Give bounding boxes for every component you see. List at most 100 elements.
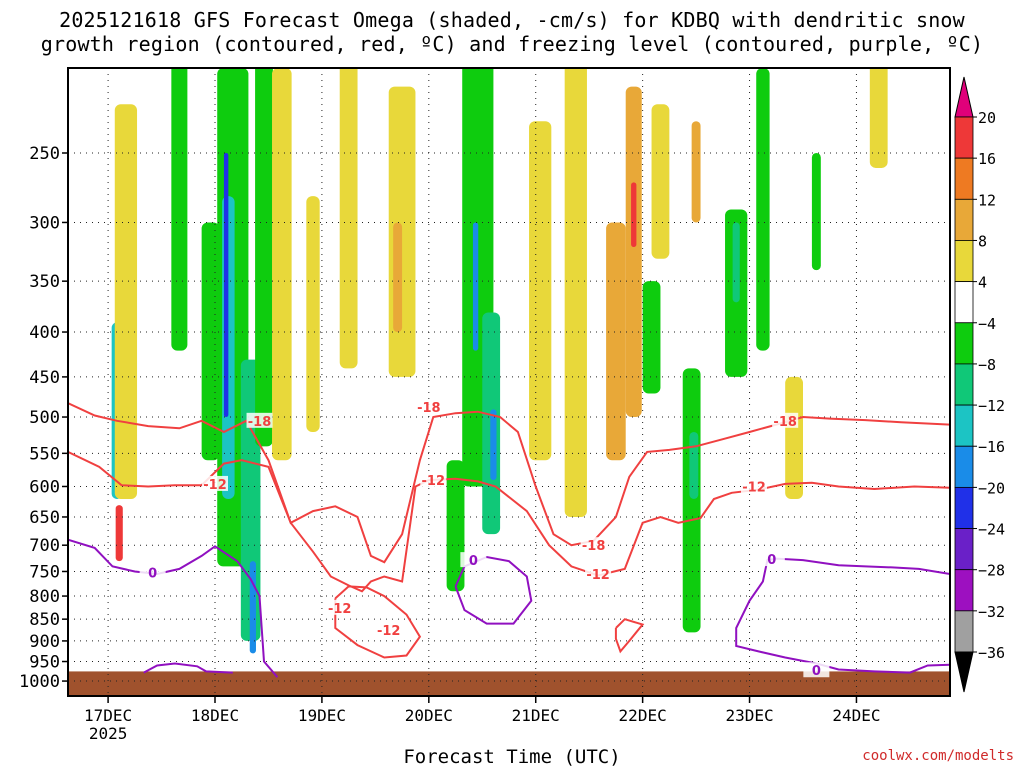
colorbar-label-12: 12 — [978, 191, 996, 209]
colorbar-bin-8 — [954, 445, 974, 488]
colorbar-label-8: 8 — [978, 232, 987, 250]
y-tick-label-450: 450 — [29, 368, 60, 388]
colorbar-bin-2 — [954, 198, 974, 241]
y-tick-label-500: 500 — [29, 408, 60, 428]
contour-label-6-0: 0 — [767, 553, 776, 568]
colorbar-label--4: −4 — [978, 315, 996, 333]
omega-region-13 — [306, 196, 320, 432]
x-tick-label-18DEC: 18DEC — [191, 706, 239, 725]
plot-area: -18 -18 -18 -18 -12 -12 -12 -12 -12 -12 0 0 0 0 — [68, 68, 950, 696]
omega-region-19 — [472, 222, 479, 351]
omega-region-21 — [490, 409, 497, 481]
omega-region-23 — [564, 68, 587, 517]
contour-label-bg-0-2 — [580, 537, 607, 553]
omega-region-27 — [642, 281, 661, 394]
contour-7 — [143, 662, 233, 674]
contour-label-bg-1-2 — [585, 566, 612, 582]
contour-label-6-1: 0 — [812, 664, 821, 679]
y-tick-label-850: 850 — [29, 610, 60, 630]
y-tick-label-950: 950 — [29, 653, 60, 673]
omega-region-11 — [255, 68, 273, 447]
contour-label-bg-1-0 — [202, 475, 228, 491]
y-tick-label-550: 550 — [29, 444, 60, 464]
contour-label-bg-5-0 — [460, 552, 487, 568]
contour-2 — [334, 585, 422, 659]
omega-region-28 — [651, 104, 670, 259]
contour-label-0-2: -18 — [582, 539, 606, 554]
y-tick-label-750: 750 — [29, 562, 60, 582]
omega-region-26 — [631, 182, 637, 248]
colorbar-label-16: 16 — [978, 150, 996, 168]
terrain-fill — [68, 671, 950, 696]
contour-label-2-0: -12 — [328, 602, 352, 617]
omega-region-8 — [223, 152, 229, 418]
contour-label-0-3: -18 — [773, 415, 797, 430]
contour-label-5-0: 0 — [469, 554, 478, 569]
colorbar-label--20: −20 — [978, 479, 1005, 497]
omega-region-4 — [171, 68, 188, 351]
colorbar-label--36: −36 — [978, 644, 1005, 662]
y-tick-label-400: 400 — [29, 323, 60, 343]
colorbar-bin-3 — [954, 240, 974, 283]
omega-region-30 — [689, 431, 699, 499]
colorbar-label-4: 4 — [978, 274, 987, 292]
contour-label-bg-4-0 — [139, 564, 166, 580]
omega-region-1 — [115, 505, 123, 562]
contour-3 — [614, 618, 645, 654]
colorbar-label-20: 20 — [978, 109, 996, 127]
colorbar: 20 16 12 8 4 −4 −8 −12 −16 −20 −24 −28 −32 −36 — [954, 76, 1005, 693]
y-tick-label-250: 250 — [29, 144, 60, 164]
colorbar-top-arrow — [954, 76, 974, 118]
contour-label-2-1: -12 — [377, 624, 401, 639]
x-tick-label-23DEC: 23DEC — [725, 706, 773, 725]
omega-region-5 — [201, 222, 220, 461]
colorbar-bin-4 — [954, 281, 974, 324]
omega-region-31 — [691, 121, 701, 223]
y-tick-label-600: 600 — [29, 477, 60, 497]
omega-region-24 — [606, 222, 626, 461]
omega-region-33 — [732, 222, 740, 303]
omega-region-12 — [272, 68, 292, 461]
colorbar-label--8: −8 — [978, 356, 996, 374]
colorbar-bottom-arrow — [954, 651, 974, 693]
colorbar-bin-7 — [954, 404, 974, 447]
omega-region-36 — [811, 152, 821, 271]
contour-label-1-2: -12 — [586, 568, 610, 583]
contour-label-0-1: -18 — [417, 401, 441, 416]
y-tick-label-800: 800 — [29, 587, 60, 607]
contour-label-1-1: -12 — [422, 474, 446, 489]
contour-label-bg-2-0 — [326, 599, 353, 615]
contour-label-bg-6-0 — [758, 551, 785, 567]
y-tick-label-650: 650 — [29, 508, 60, 528]
x-tick-label-21DEC: 21DEC — [512, 706, 560, 725]
omega-region-14 — [339, 68, 358, 369]
contour-label-bg-2-1 — [375, 622, 402, 638]
x-tick-label-19DEC: 19DEC — [298, 706, 346, 725]
colorbar-bin-11 — [954, 569, 974, 612]
x-tick-label-20DEC: 20DEC — [405, 706, 453, 725]
y-tick-label-1000: 1000 — [19, 672, 60, 692]
omega-region-16 — [393, 222, 403, 333]
omega-region-29 — [682, 368, 701, 633]
x-tick-label-17DEC: 17DEC — [84, 706, 132, 725]
y-tick-label-300: 300 — [29, 213, 60, 233]
colorbar-bin-5 — [954, 322, 974, 365]
contour-label-bg-0-3 — [772, 412, 799, 428]
y-tick-label-700: 700 — [29, 536, 60, 556]
omega-region-25 — [625, 86, 642, 418]
contour-label-bg-0-1 — [415, 398, 442, 414]
y-tick-label-350: 350 — [29, 272, 60, 292]
colorbar-bin-1 — [954, 157, 974, 200]
colorbar-bin-10 — [954, 528, 974, 571]
contour-label-1-3: -12 — [742, 480, 766, 495]
x-tick-sublabel-17DEC: 2025 — [89, 724, 128, 743]
colorbar-bin-6 — [954, 363, 974, 406]
colorbar-bin-0 — [954, 116, 974, 159]
plot-frame — [67, 67, 951, 697]
colorbar-label--16: −16 — [978, 438, 1005, 456]
contour-label-bg-0-0 — [246, 412, 273, 428]
contour-label-bg-1-3 — [741, 478, 767, 494]
x-axis-label: Forecast Time (UTC) — [403, 746, 621, 768]
site-credit: coolwx.com/modelts — [862, 748, 1014, 764]
